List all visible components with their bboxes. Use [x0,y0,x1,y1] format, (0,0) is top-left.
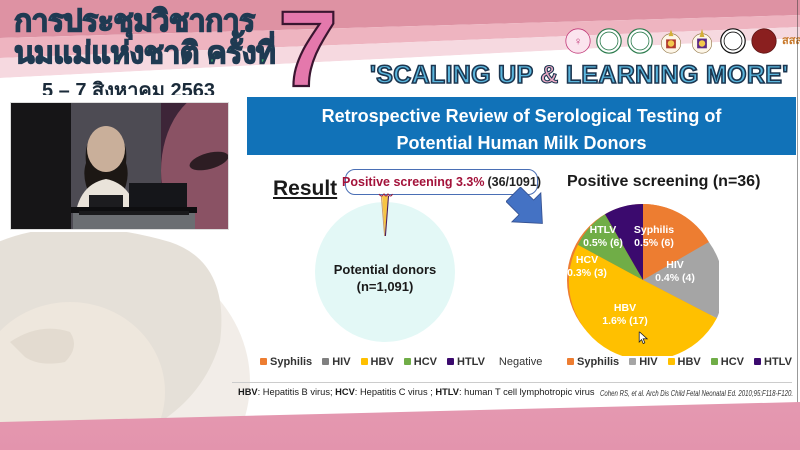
svg-text:♀: ♀ [574,36,583,48]
